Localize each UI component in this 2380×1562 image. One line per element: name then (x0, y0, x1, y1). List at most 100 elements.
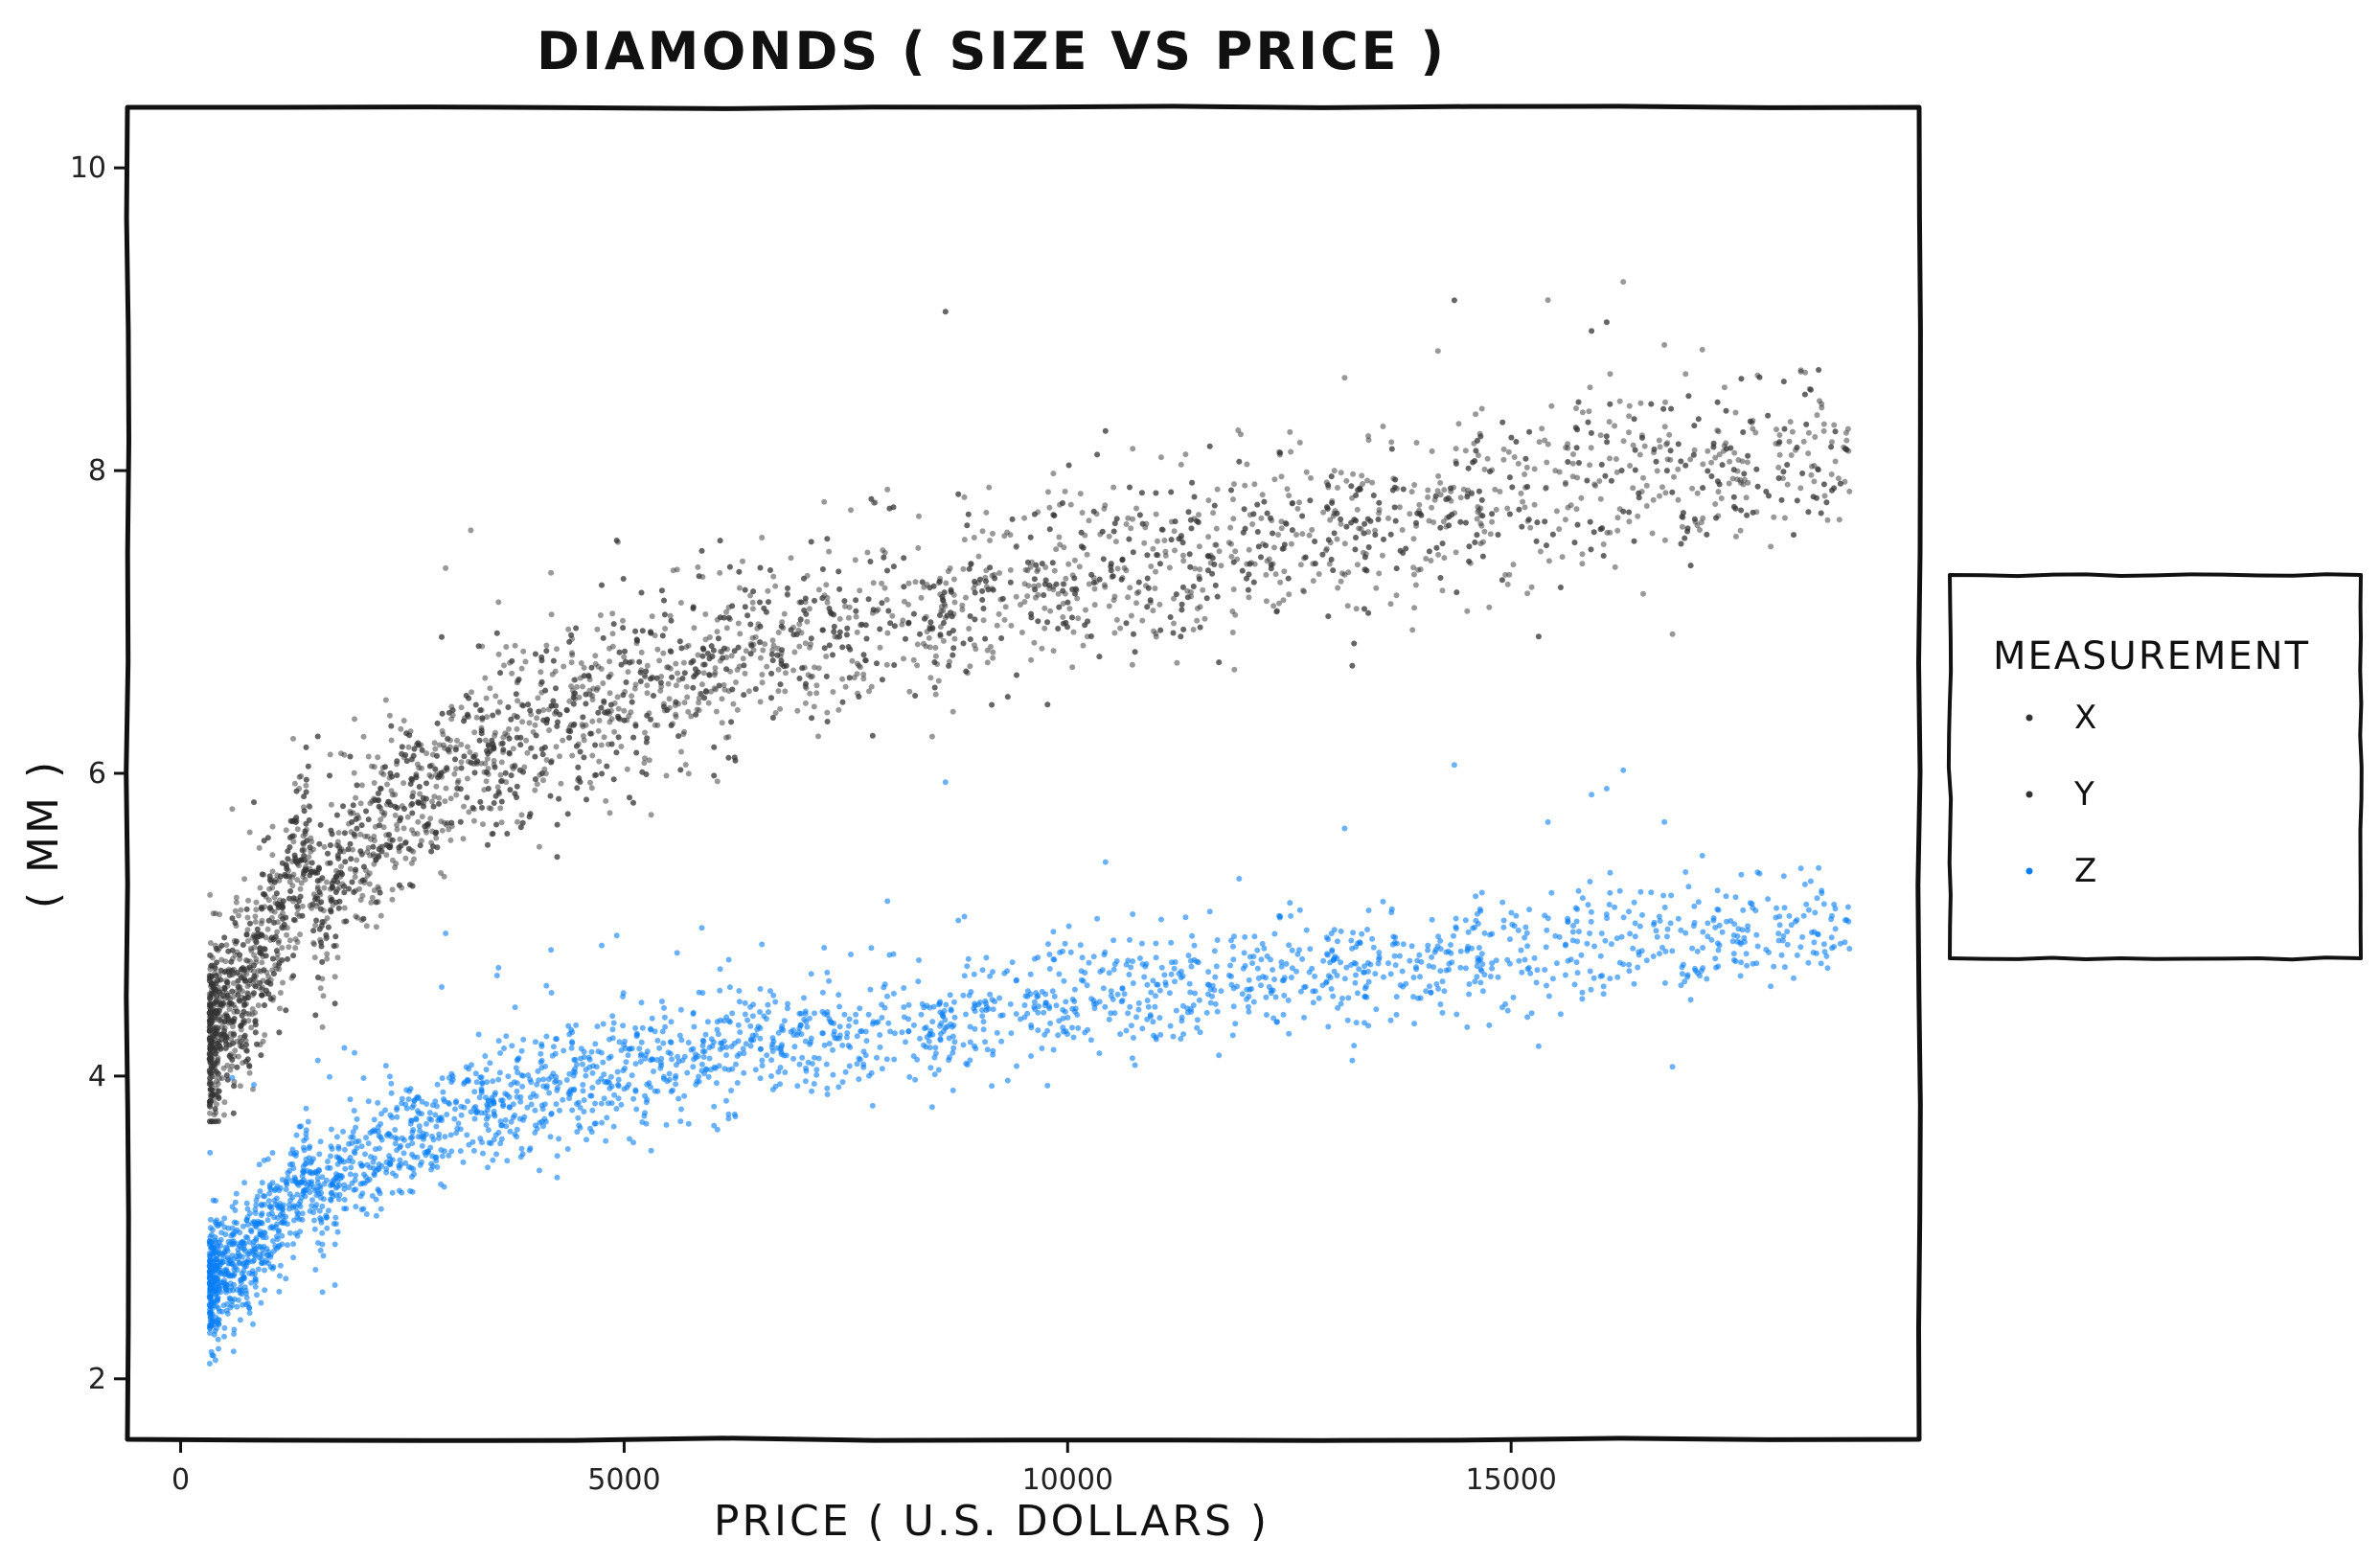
data-point-y (1227, 524, 1234, 531)
data-point-y (405, 744, 412, 750)
data-point-y (1805, 509, 1812, 516)
data-point-x (665, 680, 672, 687)
data-point-y (478, 727, 485, 734)
data-point-y (1144, 575, 1151, 582)
data-point-y (1254, 529, 1261, 535)
data-point-x (1630, 485, 1636, 492)
data-point-y (1035, 618, 1041, 625)
data-point-x (1453, 549, 1459, 556)
data-point-x (1086, 581, 1092, 587)
data-point-y (675, 733, 682, 740)
data-point-y (388, 723, 395, 729)
data-point-y (1266, 556, 1272, 563)
data-point-y (423, 795, 429, 802)
data-point-x (264, 926, 271, 932)
data-point-y (501, 662, 507, 669)
data-point-x (1150, 545, 1156, 552)
data-point-z (1797, 865, 1804, 872)
data-point-y (301, 793, 308, 800)
data-point-y (1766, 493, 1772, 499)
data-point-z (514, 1088, 520, 1094)
data-point-x (1197, 566, 1203, 573)
data-point-y (836, 586, 843, 592)
data-point-y (222, 958, 229, 965)
data-point-y (634, 637, 641, 644)
data-point-y (1028, 656, 1035, 663)
data-point-x (884, 630, 891, 636)
data-point-y (1195, 519, 1201, 525)
data-point-y (223, 1072, 230, 1079)
data-point-y (1373, 585, 1380, 591)
data-point-x (1654, 468, 1660, 474)
data-point-y (750, 588, 757, 595)
data-point-y (1775, 475, 1782, 481)
data-point-y (243, 1047, 250, 1054)
data-point-z (685, 1040, 692, 1045)
data-point-y (1678, 540, 1684, 547)
data-point-y (237, 1083, 243, 1090)
data-point-x (1102, 584, 1109, 590)
data-point-y (698, 547, 705, 554)
data-point-y (297, 931, 304, 938)
data-point-x (688, 713, 695, 720)
data-point-z (299, 1210, 306, 1217)
data-point-y (435, 774, 442, 781)
data-point-z (1310, 999, 1316, 1006)
data-point-x (1700, 461, 1706, 468)
data-point-x (879, 580, 885, 586)
data-point-y (618, 661, 625, 668)
data-point-x (1781, 515, 1788, 521)
data-point-y (208, 1040, 215, 1045)
data-point-y (1168, 537, 1175, 543)
data-point-y (1579, 561, 1586, 567)
data-point-y (351, 831, 357, 838)
data-point-y (329, 896, 335, 903)
data-point-y (265, 974, 272, 980)
data-point-y (588, 785, 595, 792)
data-point-x (700, 670, 707, 677)
data-point-z (503, 1123, 510, 1130)
data-point-x (1365, 433, 1372, 439)
data-point-z (353, 1204, 359, 1210)
data-point-y (525, 701, 532, 708)
data-point-y (287, 888, 294, 894)
data-point-y (1049, 560, 1056, 566)
data-point-y (316, 840, 323, 847)
data-point-x (447, 837, 454, 843)
data-point-y (316, 926, 323, 932)
data-point-z (496, 1069, 503, 1076)
data-point-y (1575, 460, 1582, 466)
data-point-y (723, 666, 730, 673)
data-point-z (540, 1076, 547, 1083)
data-point-y (1263, 598, 1270, 605)
data-point-y (638, 589, 645, 596)
data-point-y (950, 645, 957, 652)
data-point-y (430, 803, 437, 810)
data-point-z (854, 1061, 860, 1068)
data-point-y (350, 810, 356, 816)
data-point-y (815, 665, 822, 672)
data-point-y (791, 649, 798, 655)
data-point-y (1074, 595, 1081, 602)
data-point-y (323, 931, 330, 938)
data-point-y (803, 680, 809, 687)
data-point-y (1369, 479, 1376, 486)
data-point-y (1730, 467, 1737, 473)
data-point-y (314, 884, 321, 890)
data-point-y (253, 955, 260, 962)
data-point-y (614, 694, 621, 701)
data-point-y (757, 564, 764, 571)
data-point-x (378, 770, 385, 776)
data-point-x (1708, 459, 1715, 466)
data-point-y (1506, 474, 1513, 481)
data-point-y (1190, 584, 1197, 589)
data-point-y (799, 665, 806, 672)
data-point-y (836, 615, 843, 622)
data-point-x (1578, 494, 1585, 501)
data-point-y (347, 753, 354, 760)
data-point-y (778, 657, 785, 664)
data-point-y (1603, 433, 1610, 440)
data-point-y (261, 838, 267, 844)
data-point-y (1362, 520, 1368, 527)
